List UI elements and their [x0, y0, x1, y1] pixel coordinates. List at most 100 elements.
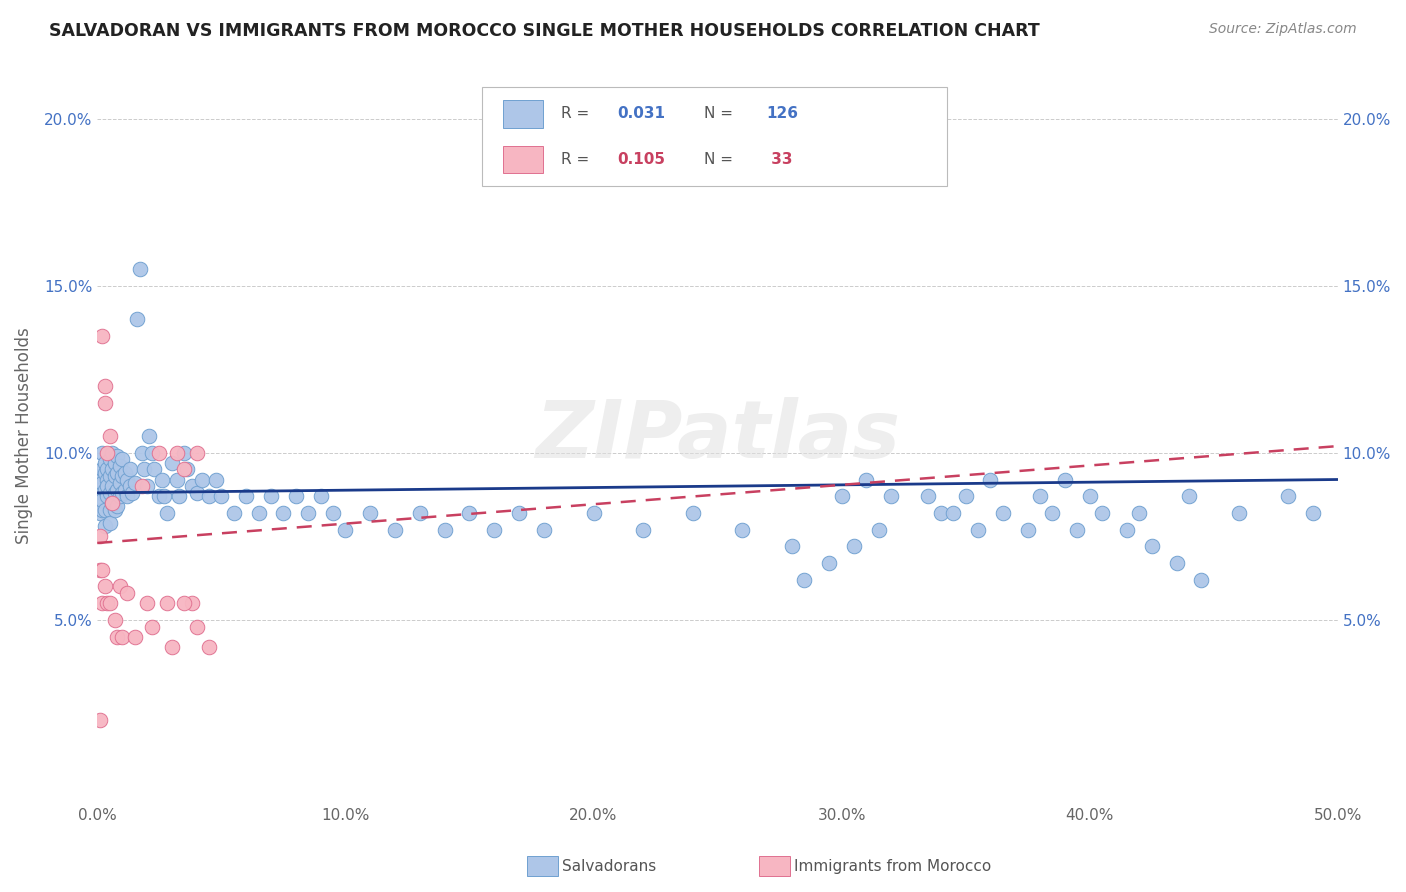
Text: 126: 126: [766, 106, 799, 121]
Point: [104, 456, 127, 470]
Point: [384, 523, 406, 537]
Point: [1042, 506, 1064, 520]
Point: [128, 262, 150, 277]
Bar: [503, 145, 543, 173]
Point: [167, 489, 190, 503]
Point: [89, 496, 111, 510]
Point: [880, 489, 903, 503]
Point: [148, 446, 170, 460]
Point: [186, 446, 208, 460]
Point: [148, 489, 170, 503]
Point: [101, 446, 124, 460]
Point: [118, 462, 141, 476]
Point: [198, 640, 221, 654]
Point: [98, 486, 121, 500]
Point: [98, 596, 121, 610]
Point: [176, 462, 198, 476]
Point: [209, 489, 232, 503]
Point: [186, 619, 208, 633]
Point: [91, 492, 114, 507]
Point: [98, 452, 121, 467]
Point: [942, 506, 965, 520]
Point: [1029, 489, 1052, 503]
Point: [98, 469, 121, 483]
Point: [173, 446, 195, 460]
Point: [1166, 556, 1188, 570]
Point: [89, 506, 111, 520]
Point: [105, 449, 128, 463]
Y-axis label: Single Mother Households: Single Mother Households: [15, 327, 32, 544]
Point: [979, 473, 1001, 487]
Point: [173, 596, 195, 610]
Point: [111, 469, 134, 483]
Point: [121, 486, 143, 500]
Text: R =: R =: [561, 106, 595, 121]
Point: [124, 630, 146, 644]
Text: 0.031: 0.031: [617, 106, 665, 121]
Point: [297, 506, 319, 520]
Point: [104, 502, 127, 516]
Point: [731, 523, 754, 537]
Point: [89, 713, 111, 727]
Point: [94, 456, 117, 470]
Text: Salvadorans: Salvadorans: [562, 859, 657, 873]
Point: [1017, 523, 1039, 537]
Point: [359, 506, 381, 520]
Point: [198, 489, 221, 503]
Point: [991, 506, 1014, 520]
Point: [205, 473, 228, 487]
Point: [89, 469, 111, 483]
Point: [98, 429, 121, 443]
Point: [793, 573, 815, 587]
Point: [96, 446, 118, 460]
Point: [1091, 506, 1114, 520]
Point: [138, 429, 160, 443]
Point: [105, 466, 128, 480]
Point: [260, 489, 283, 503]
Point: [150, 473, 173, 487]
Point: [433, 523, 456, 537]
Point: [98, 516, 121, 530]
Point: [111, 630, 134, 644]
Point: [180, 479, 202, 493]
Point: [1302, 506, 1324, 520]
Text: R =: R =: [561, 152, 595, 167]
Point: [136, 596, 159, 610]
Text: SALVADORAN VS IMMIGRANTS FROM MOROCCO SINGLE MOTHER HOUSEHOLDS CORRELATION CHART: SALVADORAN VS IMMIGRANTS FROM MOROCCO SI…: [49, 22, 1040, 40]
Point: [114, 466, 136, 480]
Point: [96, 473, 118, 487]
Point: [108, 489, 131, 503]
Point: [1189, 573, 1212, 587]
Text: N =: N =: [704, 106, 738, 121]
Point: [91, 502, 114, 516]
Point: [89, 529, 111, 543]
Point: [631, 523, 654, 537]
Point: [115, 489, 138, 503]
FancyBboxPatch shape: [482, 87, 948, 186]
Point: [104, 469, 127, 483]
Point: [273, 506, 295, 520]
Point: [190, 473, 212, 487]
Point: [153, 489, 176, 503]
Point: [409, 506, 432, 520]
Point: [105, 483, 128, 497]
Text: 0.105: 0.105: [617, 152, 665, 167]
Point: [111, 452, 134, 467]
Point: [868, 523, 890, 537]
Point: [160, 456, 183, 470]
Point: [114, 483, 136, 497]
Point: [111, 486, 134, 500]
Point: [309, 489, 332, 503]
Point: [118, 479, 141, 493]
Point: [105, 630, 128, 644]
Point: [91, 596, 114, 610]
Point: [136, 479, 159, 493]
Text: ZIPatlas: ZIPatlas: [536, 397, 900, 475]
Point: [156, 596, 179, 610]
Point: [125, 312, 148, 326]
Point: [166, 473, 188, 487]
Point: [101, 496, 124, 510]
Point: [156, 506, 179, 520]
Point: [94, 395, 117, 409]
Point: [124, 475, 146, 490]
